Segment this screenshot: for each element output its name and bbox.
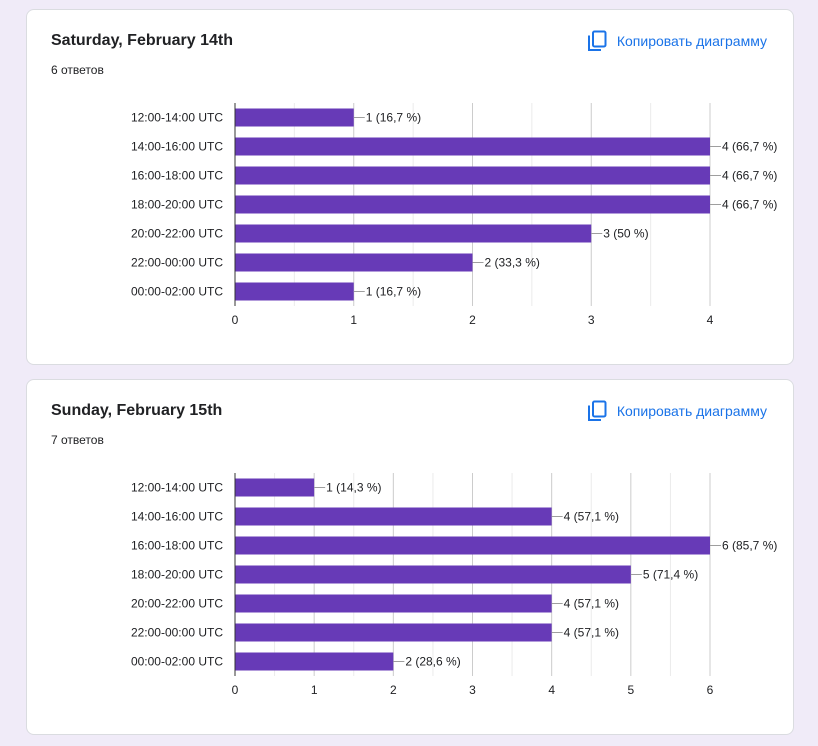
data-label: 4 (66,7 %) [722, 140, 777, 154]
category-label: 20:00-22:00 UTC [131, 597, 223, 611]
bar [235, 282, 354, 301]
x-tick-label: 5 [627, 683, 634, 697]
question-card: Saturday, February 14th 6 ответов Копиро… [26, 9, 794, 365]
category-label: 18:00-20:00 UTC [131, 568, 223, 582]
x-tick-label: 0 [232, 683, 239, 697]
question-card: Sunday, February 15th 7 ответов Копирова… [26, 379, 794, 735]
data-label: 3 (50 %) [603, 227, 648, 241]
copy-chart-label: Копировать диаграмму [616, 403, 767, 419]
x-tick-label: 4 [548, 683, 555, 697]
data-label: 1 (16,7 %) [366, 285, 421, 299]
x-tick-label: 1 [311, 683, 318, 697]
bar [235, 137, 710, 156]
data-label: 2 (33,3 %) [485, 256, 540, 270]
category-label: 00:00-02:00 UTC [131, 655, 223, 669]
bar [235, 253, 473, 272]
category-label: 14:00-16:00 UTC [131, 510, 223, 524]
bar [235, 594, 552, 613]
bar [235, 652, 394, 671]
category-label: 16:00-18:00 UTC [131, 539, 223, 553]
category-label: 12:00-14:00 UTC [131, 111, 223, 125]
category-label: 14:00-16:00 UTC [131, 140, 223, 154]
data-label: 4 (57,1 %) [564, 626, 619, 640]
category-label: 22:00-00:00 UTC [131, 256, 223, 270]
x-tick-label: 0 [232, 313, 239, 327]
data-label: 2 (28,6 %) [405, 655, 460, 669]
bar [235, 536, 710, 555]
x-tick-label: 3 [469, 683, 476, 697]
x-tick-label: 1 [350, 313, 357, 327]
bar [235, 507, 552, 526]
category-label: 20:00-22:00 UTC [131, 227, 223, 241]
data-label: 4 (66,7 %) [722, 198, 777, 212]
question-title: Sunday, February 15th [51, 402, 223, 419]
bar-chart: 12:00-14:00 UTC 1 (16,7 %) 14:00-16:00 UTC… [131, 103, 777, 327]
bar [235, 565, 631, 584]
question-title: Saturday, February 14th [51, 32, 233, 49]
category-label: 00:00-02:00 UTC [131, 285, 223, 299]
copy-chart-label: Копировать диаграмму [616, 33, 767, 49]
bar [235, 478, 315, 497]
bar-chart: 12:00-14:00 UTC 1 (14,3 %) 14:00-16:00 UTC… [131, 473, 777, 697]
bar [235, 166, 710, 185]
data-label: 6 (85,7 %) [722, 539, 777, 553]
response-count: 7 ответов [51, 433, 104, 447]
x-tick-label: 2 [390, 683, 397, 697]
x-tick-label: 3 [588, 313, 595, 327]
data-label: 4 (66,7 %) [722, 169, 777, 183]
bar [235, 108, 354, 127]
category-label: 18:00-20:00 UTC [131, 198, 223, 212]
x-tick-label: 6 [707, 683, 714, 697]
x-tick-label: 4 [707, 313, 714, 327]
copy-chart-button[interactable]: Копировать диаграмму [587, 28, 767, 54]
category-label: 22:00-00:00 UTC [131, 626, 223, 640]
category-label: 16:00-18:00 UTC [131, 169, 223, 183]
data-label: 4 (57,1 %) [564, 510, 619, 524]
response-count: 6 ответов [51, 63, 104, 77]
category-label: 12:00-14:00 UTC [131, 481, 223, 495]
bar [235, 224, 592, 243]
copy-icon [587, 400, 607, 422]
bar [235, 623, 552, 642]
data-label: 4 (57,1 %) [564, 597, 619, 611]
data-label: 1 (16,7 %) [366, 111, 421, 125]
bar [235, 195, 710, 214]
x-tick-label: 2 [469, 313, 476, 327]
data-label: 5 (71,4 %) [643, 568, 698, 582]
copy-icon [587, 30, 607, 52]
data-label: 1 (14,3 %) [326, 481, 381, 495]
copy-chart-button[interactable]: Копировать диаграмму [587, 398, 767, 424]
